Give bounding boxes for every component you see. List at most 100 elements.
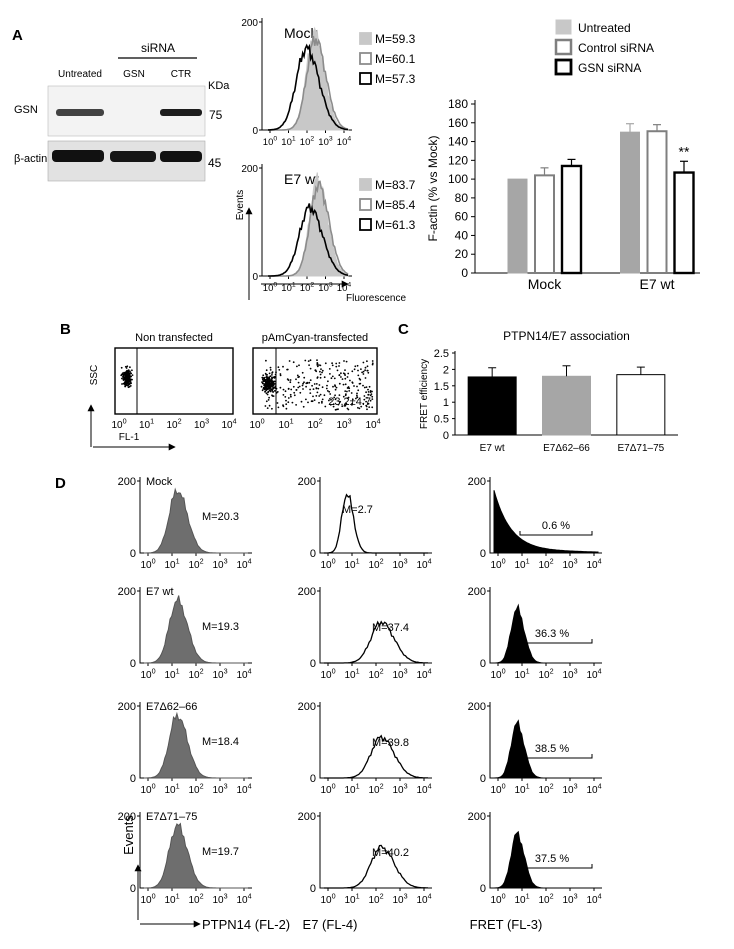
scatter-event-dot bbox=[319, 370, 321, 373]
bar-a-ytick-label: 80 bbox=[455, 191, 469, 205]
blot-sirna-header: siRNA bbox=[141, 41, 175, 55]
hist-d-xtick-label: 101 bbox=[344, 557, 359, 572]
hist-d-fret-gate bbox=[519, 531, 593, 536]
scatter-event-dot bbox=[328, 390, 331, 393]
scatter-event-dot bbox=[348, 390, 351, 392]
scatter-event-dot bbox=[305, 385, 307, 388]
scatter-event-dot bbox=[371, 406, 374, 409]
scatter-xtick-label: 101 bbox=[139, 417, 154, 432]
scatter-event-dot bbox=[273, 375, 276, 378]
scatter-event-dot bbox=[367, 391, 370, 393]
scatter-event-dot bbox=[366, 369, 369, 372]
scatter-event-dot bbox=[365, 391, 367, 394]
scatter-event-dot bbox=[122, 375, 125, 378]
scatter-event-dot bbox=[335, 408, 338, 411]
scatter-event-dot bbox=[348, 387, 351, 390]
scatter-event-dot bbox=[315, 383, 318, 385]
scatter-event-dot bbox=[366, 396, 368, 399]
scatter-event-dot bbox=[339, 401, 341, 403]
scatter-event-dot bbox=[362, 361, 365, 364]
bar-a-legend-label: Control siRNA bbox=[578, 41, 654, 55]
scatter-event-dot bbox=[124, 385, 126, 388]
hist-d-xtick-label: 100 bbox=[490, 892, 505, 907]
bar-c-category-label: E7 wt bbox=[480, 443, 505, 454]
scatter-event-dot bbox=[323, 376, 326, 379]
scatter-event-dot bbox=[304, 359, 307, 362]
hist-d-xtick-label: 100 bbox=[140, 892, 155, 907]
scatter-event-dot bbox=[363, 398, 366, 401]
scatter-event-dot bbox=[345, 360, 348, 363]
scatter-event-dot bbox=[276, 402, 279, 404]
bar-c-ylabel: FRET efficiency bbox=[419, 359, 430, 429]
scatter-event-dot bbox=[275, 371, 277, 374]
hist-d-ytick-label-200: 200 bbox=[468, 586, 486, 598]
panel-label-c: C bbox=[398, 321, 409, 338]
scatter-event-dot bbox=[328, 399, 330, 402]
hist-a-ytick-label-0: 0 bbox=[252, 126, 258, 137]
scatter-event-dot bbox=[338, 374, 341, 377]
scatter-event-dot bbox=[366, 408, 368, 411]
scatter-event-dot bbox=[367, 393, 370, 396]
hist-d-axes bbox=[319, 587, 432, 664]
scatter-event-dot bbox=[356, 392, 358, 395]
hist-d-ptpn14-fill bbox=[144, 711, 248, 779]
hist-d-xtick-label: 100 bbox=[320, 782, 335, 797]
scatter-event-dot bbox=[292, 385, 295, 388]
scatter-event-dot bbox=[296, 365, 298, 368]
hist-d-ylabel: Events bbox=[121, 815, 136, 855]
hist-a-legend-swatch bbox=[359, 218, 372, 231]
scatter-event-dot bbox=[334, 388, 337, 391]
scatter-event-dot bbox=[303, 381, 305, 384]
scatter-event-dot bbox=[260, 385, 263, 388]
scatter-event-dot bbox=[307, 360, 310, 362]
hist-d-xtick-label: 101 bbox=[514, 557, 529, 572]
scatter-event-dot bbox=[344, 383, 347, 386]
scatter-event-dot bbox=[273, 390, 276, 392]
scatter-event-dot bbox=[287, 397, 290, 399]
scatter-event-dot bbox=[356, 385, 358, 388]
scatter-event-dot bbox=[329, 393, 332, 395]
hist-a-legend-swatch bbox=[359, 32, 372, 45]
hist-a-legend-swatch bbox=[359, 52, 372, 65]
hist-d-ytick-label-200: 200 bbox=[468, 811, 486, 823]
scatter-event-dot bbox=[319, 376, 322, 379]
scatter-event-dot bbox=[287, 401, 290, 404]
scatter-event-dot bbox=[265, 386, 268, 388]
bar-c-bar bbox=[467, 376, 517, 436]
scatter-event-dot bbox=[368, 385, 371, 388]
hist-d-ytick-label-0: 0 bbox=[130, 883, 136, 895]
fret-efficiency-chart: PTPN14/E7 association 0 0.5 1 1.5 2 2.5 FRET ef… bbox=[419, 329, 678, 454]
scatter-event-dot bbox=[313, 399, 316, 401]
scatter-event-dot bbox=[289, 381, 292, 384]
scatter-event-dot bbox=[306, 382, 309, 384]
hist-d-xtick-label: 104 bbox=[416, 557, 431, 572]
scatter-event-dot bbox=[282, 388, 285, 391]
scatter-event-dot bbox=[309, 359, 312, 362]
hist-a-legend-label: M=61.3 bbox=[375, 218, 416, 232]
scatter-xtick-label: 104 bbox=[221, 417, 236, 432]
scatter-event-dot bbox=[342, 372, 345, 375]
scatter-event-dot bbox=[302, 382, 304, 385]
hist-d-fret-fill bbox=[493, 490, 599, 554]
flow-histograms-d: Events PTPN14 (FL-2) E7 (FL-4) FRET (FL-… bbox=[118, 476, 602, 932]
hist-d-axes bbox=[319, 812, 432, 889]
scatter-event-dot bbox=[130, 375, 133, 378]
scatter-event-dot bbox=[340, 372, 342, 375]
scatter-event-dot bbox=[292, 361, 295, 364]
scatter-event-dot bbox=[279, 374, 282, 377]
scatter-title: pAmCyan-transfected bbox=[262, 332, 368, 344]
hist-d-fret-fill bbox=[493, 719, 598, 779]
hist-d-xtick-label: 102 bbox=[188, 557, 203, 572]
scatter-event-dot bbox=[269, 369, 272, 371]
bar-a-ytick-label: 180 bbox=[448, 97, 468, 111]
scatter-event-dot bbox=[131, 374, 134, 376]
hist-d-ytick-label-0: 0 bbox=[310, 883, 316, 895]
scatter-event-dot bbox=[347, 408, 350, 411]
scatter-event-dot bbox=[267, 390, 270, 393]
hist-d-xtick-label: 101 bbox=[514, 892, 529, 907]
scatter-event-dot bbox=[333, 377, 336, 380]
bar-c-ytick-label: 1.5 bbox=[434, 381, 449, 393]
scatter-event-dot bbox=[313, 383, 316, 385]
hist-d-xtick-label: 102 bbox=[368, 782, 383, 797]
scatter-event-dot bbox=[266, 407, 269, 409]
